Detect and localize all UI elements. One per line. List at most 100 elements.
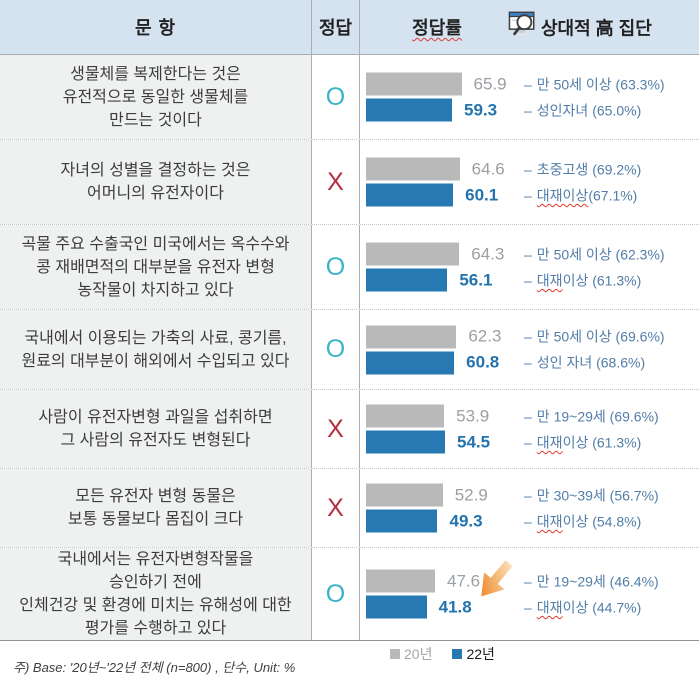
legend-item-2022: 22년	[452, 644, 495, 664]
table-row: 국내에서는 유전자변형작물을 승인하기 전에 인체건강 및 환경에 미치는 유해성에…	[0, 548, 699, 640]
rate-group-cell: 47.6 41.8 – 만 19~29세 (46.4%) – 대재 이상 (44.7%…	[359, 548, 699, 640]
high-groups: – 만 50세 이상 (63.3%) – 성인자녀 (65.0%)	[524, 73, 665, 122]
group-text-wavy: 대재이상	[536, 187, 589, 203]
question-line: 곡물 주요 수출국인 미국에서는 옥수수와	[21, 235, 290, 253]
group-dash: –	[524, 328, 532, 345]
value-2020: 52.9	[454, 485, 488, 504]
group-text-wavy: 대재	[536, 272, 563, 288]
bar-line-2022: 49.3	[366, 509, 488, 533]
answer-cell: X	[311, 140, 359, 224]
question-line: 평가를 수행하고 있다	[84, 620, 227, 637]
answer-cell: O	[311, 310, 359, 389]
bar-2022	[366, 509, 438, 533]
value-2020: 47.6	[447, 571, 481, 590]
bar-2022	[366, 268, 448, 292]
answer-mark: O	[325, 82, 346, 111]
legend-swatch-2022	[452, 649, 463, 659]
legend-swatch-2020	[390, 649, 400, 659]
group-dash: –	[524, 76, 532, 92]
group-dash: –	[524, 573, 532, 589]
question-line: 인체건강 및 환경에 미치는 유해성에 대한	[19, 597, 292, 614]
value-2022: 60.1	[465, 185, 499, 204]
group-item: – 대재 이상 (61.3%)	[524, 434, 642, 450]
bar-chart: 65.9 59.3	[366, 72, 507, 122]
high-groups: – 초중고생 (69.2%) – 대재이상 (67.1%)	[524, 158, 641, 207]
group-item: – 만 50세 이상 (63.3%)	[524, 76, 665, 92]
rate-group-cell: 64.3 56.1 – 만 50세 이상 (62.3%) – 대재 이상 (61.3%…	[359, 225, 699, 309]
group-item: – 대재 이상 (54.8%)	[524, 513, 642, 529]
bar-chart: 53.9 54.5	[366, 404, 491, 454]
group-item: – 대재이상 (67.1%)	[524, 187, 638, 203]
bar-2020	[366, 325, 457, 348]
table-row: 모든 유전자 변형 동물은 보통 동물보다 몸집이 크다 X 52.9 49.3 …	[0, 469, 699, 548]
answer-cell: O	[311, 225, 359, 309]
survey-results-table: 문 항 정답 정답률 상대적 高 집단	[0, 0, 699, 641]
question-line: 승인하기 전에	[109, 574, 202, 591]
value-2022: 41.8	[438, 597, 472, 616]
question-cell: 국내에서는 유전자변형작물을 승인하기 전에 인체건강 및 환경에 미치는 유해성에…	[0, 548, 311, 640]
question-cell: 곡물 주요 수출국인 미국에서는 옥수수와 콩 재배면적의 대부분을 유전자 변형…	[0, 225, 311, 309]
footnote: 주) Base: '20년~'22년 전체 (n=800) , 단수, Unit…	[13, 660, 296, 675]
group-dash: –	[524, 161, 532, 177]
bar-chart: 62.3 60.8	[366, 325, 501, 374]
rate-group-cell: 62.3 60.8 – 만 50세 이상 (69.6%) – 성인 자녀 (68.6%…	[359, 310, 699, 389]
question-line: 보통 동물보다 몸집이 크다	[67, 511, 244, 528]
table-header: 문 항 정답 정답률 상대적 高 집단	[0, 0, 699, 55]
answer-cell: X	[311, 469, 359, 547]
bar-line-2022: 60.8	[366, 351, 501, 374]
question-line: 원료의 대부분이 해외에서 수입되고 있다	[21, 352, 290, 370]
bar-line-2022: 56.1	[366, 268, 504, 292]
bar-2020	[366, 157, 460, 181]
legend-label-2022: 22년	[466, 646, 495, 662]
high-groups: – 만 50세 이상 (69.6%) – 성인 자녀 (68.6%)	[524, 325, 665, 374]
header-rate-label: 정답률	[412, 18, 462, 38]
bar-line-2022: 59.3	[366, 98, 507, 122]
question-line: 국내에서 이용되는 가축의 사료, 콩기름,	[24, 329, 287, 347]
group-item: – 만 19~29세 (69.6%)	[524, 408, 659, 424]
group-item: – 만 50세 이상 (69.6%)	[524, 328, 665, 345]
group-dash: –	[524, 354, 532, 371]
group-dash: –	[524, 434, 532, 450]
group-item: – 초중고생 (69.2%)	[524, 161, 642, 177]
rate-group-cell: 52.9 49.3 – 만 30~39세 (56.7%) – 대재 이상 (54.8%…	[359, 469, 699, 547]
answer-mark: O	[325, 252, 346, 281]
bar-line-2020: 64.6	[366, 157, 505, 181]
legend: 20년 22년	[390, 644, 495, 664]
group-dash: –	[524, 272, 532, 288]
value-2022: 59.3	[463, 100, 498, 119]
group-dash: –	[524, 246, 532, 262]
question-cell: 사람이 유전자변형 과일을 섭취하면 그 사람의 유전자도 변형된다	[0, 390, 311, 468]
high-groups: – 만 19~29세 (46.4%) – 대재 이상 (44.7%)	[524, 570, 659, 619]
bar-2020	[366, 72, 462, 96]
question-line: 만드는 것이다	[109, 111, 202, 129]
value-2022: 56.1	[459, 270, 493, 289]
bar-line-2020: 64.3	[366, 242, 505, 266]
group-dash: –	[524, 513, 532, 529]
question-text: 국내에서 이용되는 가축의 사료, 콩기름, 원료의 대부분이 해외에서 수입되고…	[15, 327, 295, 373]
group-text-wavy: 대재	[536, 599, 563, 615]
bar-chart: 64.6 60.1	[366, 157, 505, 207]
group-item: – 만 30~39세 (56.7%)	[524, 487, 659, 503]
answer-mark: X	[327, 414, 344, 443]
question-line: 농작물이 차지하고 있다	[77, 281, 234, 299]
value-2020: 64.3	[471, 244, 505, 263]
group-dash: –	[524, 487, 532, 503]
rate-group-cell: 64.6 60.1 – 초중고생 (69.2%) – 대재이상 (67.1%)	[359, 140, 699, 224]
question-text: 곡물 주요 수출국인 미국에서는 옥수수와 콩 재배면적의 대부분을 유전자 변형…	[15, 233, 295, 302]
answer-cell: O	[311, 548, 359, 640]
group-item: – 만 50세 이상 (62.3%)	[524, 246, 665, 262]
question-line: 생물체를 복제한다는 것은	[70, 65, 241, 83]
answer-mark: X	[327, 167, 344, 196]
value-2022: 54.5	[457, 432, 491, 451]
bar-line-2020: 52.9	[366, 483, 488, 507]
value-2020: 53.9	[456, 406, 490, 425]
bar-chart: 47.6 41.8	[366, 569, 481, 619]
value-2020: 62.3	[468, 326, 502, 346]
value-2022: 60.8	[466, 352, 500, 372]
bar-line-2022: 41.8	[366, 595, 480, 619]
answer-cell: O	[311, 55, 359, 139]
group-item: – 대재 이상 (44.7%)	[524, 599, 642, 615]
bar-2020	[366, 404, 445, 428]
question-line: 그 사람의 유전자도 변형된다	[60, 432, 251, 449]
question-line: 자녀의 성별을 결정하는 것은	[60, 162, 251, 179]
